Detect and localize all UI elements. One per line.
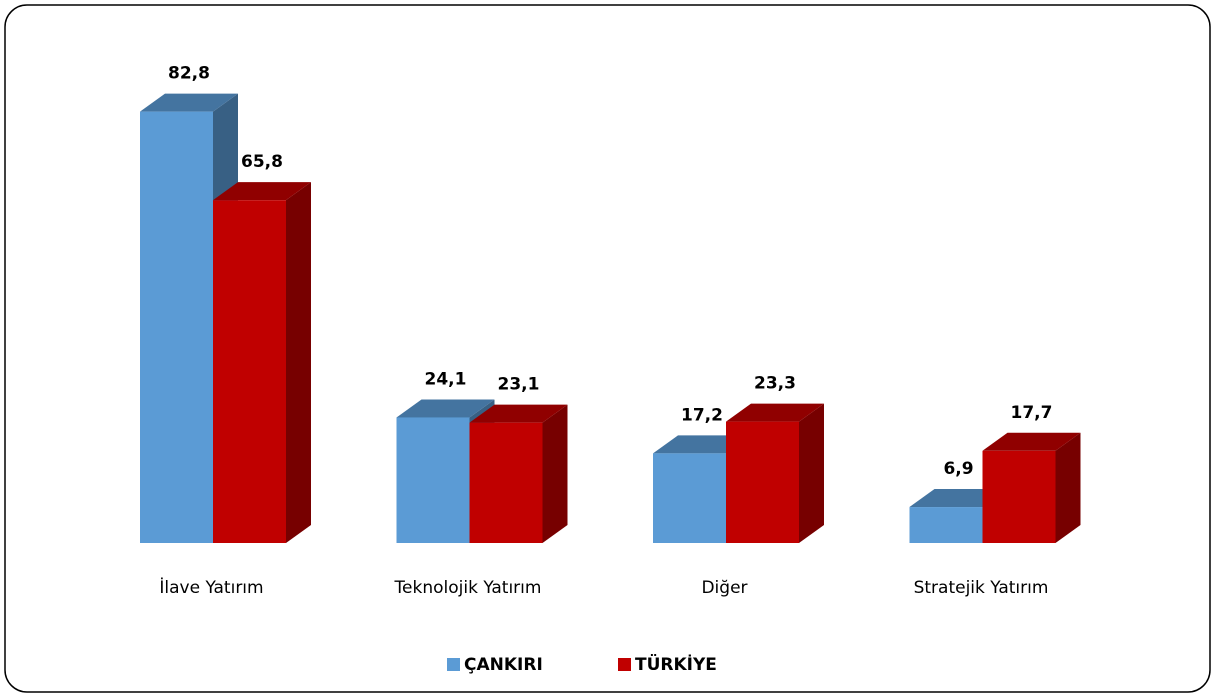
bar [469, 422, 543, 543]
bar [726, 421, 799, 543]
bar-top [140, 93, 238, 112]
bar-top [469, 404, 568, 423]
bar [140, 111, 213, 543]
legend-label: TÜRKİYE [635, 653, 717, 675]
bar-top [982, 432, 1081, 451]
bar-side [542, 404, 568, 543]
legend-label: ÇANKIRI [464, 655, 543, 675]
value-label: 65,8 [241, 152, 283, 172]
bar [213, 200, 286, 543]
value-label: 82,8 [168, 64, 210, 84]
value-label: 6,9 [943, 459, 973, 479]
bar [396, 417, 470, 543]
category-label: Stratejik Yatırım [914, 578, 1049, 598]
bar [909, 507, 983, 543]
value-label: 17,2 [681, 405, 723, 425]
bar-side [799, 403, 824, 543]
legend-swatch [618, 658, 631, 671]
bar-top [726, 403, 824, 422]
bar-top [396, 399, 495, 418]
bar-side [286, 182, 311, 543]
category-label: Diğer [701, 578, 747, 598]
bar-side [1055, 432, 1081, 543]
bar [982, 450, 1056, 543]
category-label: İlave Yatırım [159, 577, 263, 598]
bar [653, 453, 726, 543]
value-label: 23,1 [498, 375, 540, 395]
value-label: 17,7 [1011, 403, 1053, 423]
value-label: 23,3 [754, 374, 796, 394]
bar-top [213, 182, 311, 201]
value-label: 24,1 [425, 369, 467, 389]
legend-swatch [447, 658, 460, 671]
category-label: Teknolojik Yatırım [394, 578, 542, 598]
